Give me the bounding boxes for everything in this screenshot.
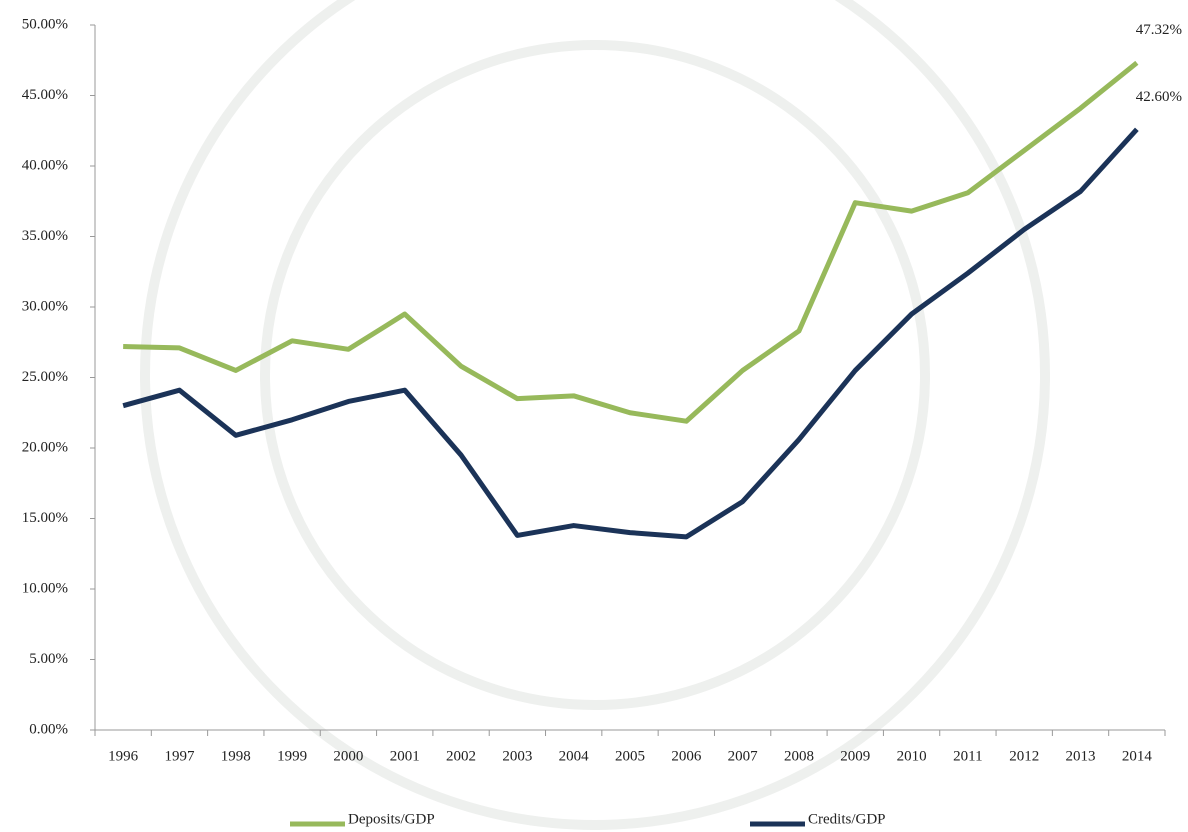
data-label: 47.32% [1136,22,1182,38]
y-tick-label: 35.00% [22,228,68,244]
x-tick-label: 2005 [615,748,645,764]
x-tick-label: 2004 [559,748,590,764]
y-tick-label: 15.00% [22,510,68,526]
series-line [122,127,1139,540]
x-tick-label: 2003 [502,748,532,764]
y-tick-label: 0.00% [29,721,68,737]
legend-label: Credits/GDP [808,811,886,827]
x-tick-label: 2000 [333,748,363,764]
y-tick-label: 50.00% [22,16,68,32]
y-tick-label: 20.00% [22,439,68,455]
data-label: 42.60% [1136,89,1182,105]
x-tick-label: 1997 [164,748,195,764]
y-tick-label: 5.00% [29,651,68,667]
x-tick-label: 2008 [784,748,814,764]
x-tick-label: 1998 [221,748,251,764]
x-tick-label: 2009 [840,748,870,764]
y-tick-label: 30.00% [22,298,68,314]
y-tick-label: 25.00% [22,369,68,385]
x-tick-label: 1996 [108,748,139,764]
x-tick-label: 2001 [390,748,420,764]
x-tick-label: 2010 [897,748,927,764]
watermark [140,0,1050,830]
x-tick-label: 2013 [1066,748,1096,764]
y-tick-label: 10.00% [22,580,68,596]
x-tick-label: 2002 [446,748,476,764]
x-tick-label: 2014 [1122,748,1153,764]
x-tick-label: 2006 [671,748,702,764]
x-tick-label: 1999 [277,748,307,764]
y-tick-label: 45.00% [22,87,68,103]
legend-label: Deposits/GDP [348,811,435,827]
x-tick-label: 2011 [953,748,982,764]
x-tick-label: 2012 [1009,748,1039,764]
x-tick-label: 2007 [728,748,759,764]
series-line [123,60,1139,424]
y-tick-label: 40.00% [22,157,68,173]
